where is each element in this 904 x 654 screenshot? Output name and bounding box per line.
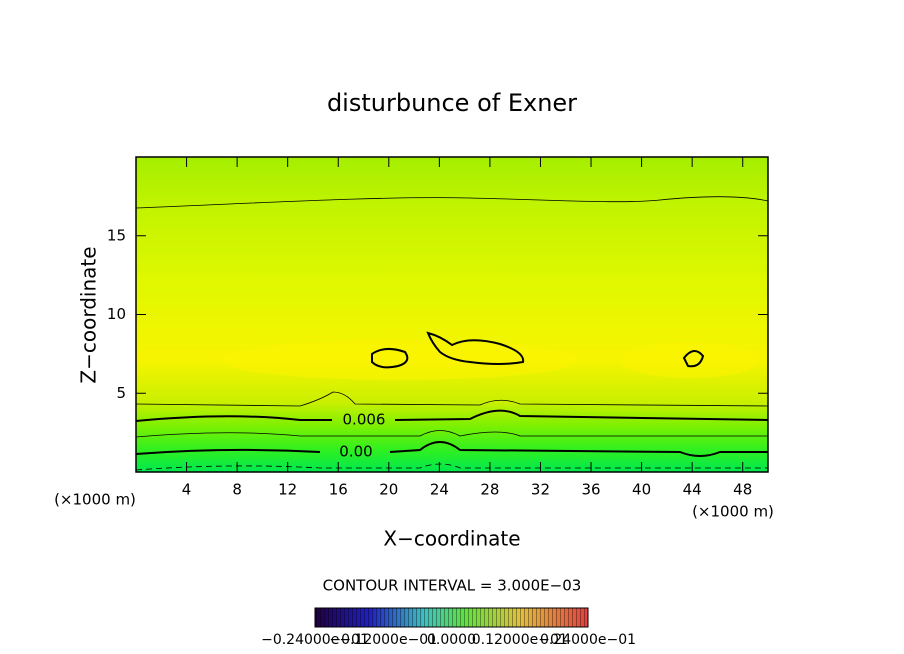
colorbar-frame — [314, 607, 589, 628]
field-high — [220, 340, 580, 380]
contours — [135, 196, 769, 471]
contour-label: 0.006 — [343, 411, 386, 429]
x-tick-label: 48 — [733, 481, 752, 499]
colorbar-label: −0.12000e−01 — [329, 632, 437, 648]
colorbar-label: 0.12000e−01 — [472, 632, 568, 648]
x-tick-label: 12 — [278, 481, 297, 499]
chart-title: disturbunce of Exner — [327, 89, 577, 117]
x-tick-label: 28 — [480, 481, 499, 499]
x-tick-label: 4 — [182, 481, 192, 499]
x-tick-label: 44 — [683, 481, 702, 499]
y-axis-label: Z−coordinate — [77, 246, 101, 383]
contour-interval: CONTOUR INTERVAL = 3.000E−03 — [323, 577, 582, 595]
field-high — [620, 342, 760, 378]
colorbar-label: 0.24000e−01 — [540, 632, 636, 648]
x-tick-label: 40 — [632, 481, 651, 499]
y-tick-label: 15 — [107, 226, 126, 244]
colorbar-label: 0.0000 — [427, 632, 476, 648]
colorbar-label: −0.24000e−01 — [261, 632, 369, 648]
x-unit-label: (×1000 m) — [54, 491, 136, 509]
x-unit-label: (×1000 m) — [692, 503, 774, 521]
x-tick-label: 36 — [581, 481, 600, 499]
x-tick-label: 32 — [531, 481, 550, 499]
y-tick-label: 5 — [116, 384, 126, 402]
x-tick-label: 16 — [329, 481, 348, 499]
x-tick-label: 24 — [430, 481, 449, 499]
y-tick-label: 10 — [107, 305, 126, 323]
x-tick-label: 20 — [379, 481, 398, 499]
x-tick-label: 8 — [232, 481, 242, 499]
contour-label: 0.00 — [339, 443, 372, 461]
x-axis-label: X−coordinate — [383, 527, 520, 551]
